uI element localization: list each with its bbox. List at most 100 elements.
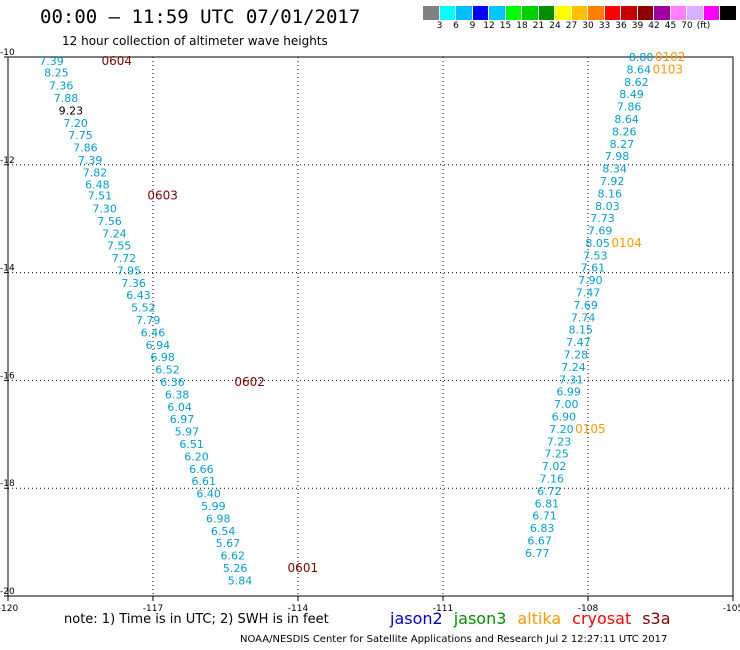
y-tick-label: -12: [0, 156, 15, 166]
wave-height-point: 6.90: [552, 411, 577, 424]
satellite-legend-jason3: jason3: [453, 609, 507, 628]
color-swatch: [423, 6, 440, 20]
color-swatch: [571, 6, 588, 20]
wave-height-point: 8.15: [569, 324, 594, 337]
pass-time-label: 0105: [575, 422, 606, 436]
pass-time-label: 0601: [288, 561, 319, 575]
color-scale-tick: 36: [615, 21, 627, 31]
wave-height-point: 6.54: [211, 525, 236, 538]
color-swatch: [522, 6, 539, 20]
y-tick-label: -18: [0, 479, 15, 489]
wave-height-point: 8.27: [610, 138, 635, 151]
satellite-legend-altika: altika: [517, 609, 562, 628]
wave-height-point: 5.97: [175, 426, 200, 439]
color-scale-tick: 30: [582, 21, 594, 31]
x-tick-label: -114: [288, 604, 309, 614]
wave-height-point: 5.99: [201, 500, 226, 513]
footnote: note: 1) Time is in UTC; 2) SWH is in fe…: [64, 612, 329, 627]
wave-height-point: 7.86: [617, 101, 642, 114]
wave-height-point: 6.61: [192, 475, 217, 488]
wave-height-point: 6.66: [189, 463, 214, 476]
wave-height-point: 7.20: [63, 117, 88, 130]
wave-height-point: 8.62: [624, 76, 649, 89]
wave-height-point: 8.25: [44, 67, 69, 80]
credit-line: NOAA/NESDIS Center for Satellite Applica…: [240, 634, 668, 645]
satellite-legend: jason2 jason3 altika cryosat s3a: [390, 609, 682, 628]
wave-height-point: 7.39: [78, 154, 103, 167]
wave-height-point: 7.90: [578, 274, 603, 287]
wave-height-point: 7.82: [83, 166, 108, 179]
color-scale-tick: (ft): [696, 21, 711, 31]
wave-height-point: 6.62: [221, 550, 246, 563]
plot-frame: [7, 56, 734, 597]
wave-height-point: 7.28: [564, 349, 589, 362]
wave-height-point: 7.30: [92, 202, 117, 215]
y-tick-label: -16: [0, 371, 15, 381]
satellite-legend-cryosat: cryosat: [572, 609, 632, 628]
wave-height-point: 7.55: [107, 240, 132, 253]
color-swatch: [505, 6, 522, 20]
x-tick-label: -120: [0, 604, 18, 614]
color-swatch: [472, 6, 489, 20]
color-scale-tick: 12: [483, 21, 495, 31]
wave-height-point: 6.43: [126, 289, 151, 302]
wave-height-point: 6.83: [530, 522, 555, 535]
wave-height-point: 5.26: [223, 562, 248, 575]
satellite-legend-jason2: jason2: [390, 609, 443, 628]
wave-height-point: 8.64: [614, 113, 639, 126]
wave-height-point: 5.84: [228, 574, 253, 587]
wave-height-point: 6.51: [179, 438, 204, 451]
wave-height-point: 7.98: [605, 150, 630, 163]
color-scale-tick: 33: [598, 21, 611, 31]
color-swatch: [654, 6, 671, 20]
wave-height-point: 8.49: [619, 88, 644, 101]
wave-height-point: 7.75: [68, 129, 93, 142]
chart-subtitle: 12 hour collection of altimeter wave hei…: [62, 34, 328, 48]
color-swatch: [456, 6, 473, 20]
wave-height-point: 7.72: [112, 252, 137, 265]
wave-height-point: 7.69: [588, 225, 613, 238]
wave-height-point: 8.05: [585, 237, 610, 250]
color-scale-tick: 39: [631, 21, 644, 31]
wave-height-point: 8.16: [598, 187, 623, 200]
wave-height-point: 8.26: [612, 125, 637, 138]
y-tick-label: -10: [0, 48, 15, 58]
color-scale-tick: 27: [565, 21, 578, 31]
wave-height-point: 7.36: [121, 277, 146, 290]
wave-height-point: 6.38: [165, 388, 190, 401]
wave-height-point: 7.53: [583, 249, 608, 262]
wave-height-point: 6.77: [525, 547, 550, 560]
wave-height-point: 6.98: [206, 512, 231, 525]
color-scale-tick: 24: [549, 21, 561, 31]
x-tick-label: -111: [433, 604, 453, 614]
wave-height-point: 7.47: [576, 287, 601, 300]
color-swatch: [604, 6, 621, 20]
wave-height-point: 6.04: [167, 401, 192, 414]
wave-height-point: 6.46: [141, 326, 166, 339]
pass-time-label: 0603: [147, 189, 178, 203]
color-swatch: [637, 6, 654, 20]
wave-height-point: 7.39: [39, 55, 64, 68]
color-scale-tick: 6: [453, 21, 459, 31]
satellite-legend-s3a: s3a: [642, 609, 671, 628]
pass-time-label: 0104: [611, 236, 642, 250]
y-tick-label: -14: [0, 264, 15, 274]
wave-height-point: 7.02: [542, 460, 567, 473]
wave-height-point: 7.69: [573, 299, 598, 312]
wave-height-point: 7.51: [88, 190, 113, 203]
wave-height-point: 9.23: [59, 104, 84, 117]
color-scale-tick: 45: [664, 21, 677, 31]
pass-time-label: 0103: [652, 62, 683, 76]
wave-height-point: 7.00: [554, 398, 579, 411]
wave-height-point: 7.24: [102, 227, 127, 240]
color-scale-tick: 15: [499, 21, 512, 31]
wave-height-point: 7.20: [549, 423, 574, 436]
wave-height-point: 6.97: [170, 413, 195, 426]
color-scale-tick: 18: [516, 21, 528, 31]
wave-height-point: 7.16: [540, 472, 565, 485]
color-swatch: [588, 6, 605, 20]
wave-height-point: 7.36: [49, 80, 74, 93]
color-swatch: [555, 6, 572, 20]
